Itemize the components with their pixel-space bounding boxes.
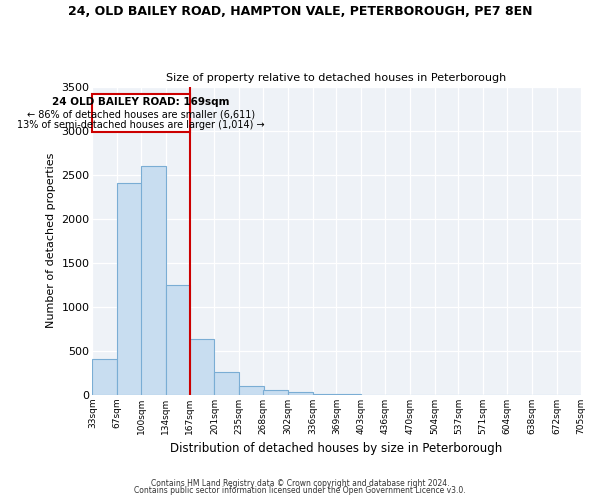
Bar [239, 386, 264, 394]
Bar [117, 184, 142, 394]
Bar [92, 94, 190, 132]
Title: Size of property relative to detached houses in Peterborough: Size of property relative to detached ho… [166, 73, 506, 83]
X-axis label: Distribution of detached houses by size in Peterborough: Distribution of detached houses by size … [170, 442, 503, 455]
Y-axis label: Number of detached properties: Number of detached properties [46, 153, 56, 328]
Bar [166, 284, 190, 395]
Text: ← 86% of detached houses are smaller (6,611): ← 86% of detached houses are smaller (6,… [27, 110, 255, 120]
Text: 13% of semi-detached houses are larger (1,014) →: 13% of semi-detached houses are larger (… [17, 120, 265, 130]
Text: 24, OLD BAILEY ROAD, HAMPTON VALE, PETERBOROUGH, PE7 8EN: 24, OLD BAILEY ROAD, HAMPTON VALE, PETER… [68, 5, 532, 18]
Bar [288, 392, 313, 394]
Bar [263, 390, 288, 394]
Text: 24 OLD BAILEY ROAD: 169sqm: 24 OLD BAILEY ROAD: 169sqm [52, 97, 230, 107]
Bar [141, 166, 166, 394]
Bar [190, 339, 214, 394]
Text: Contains public sector information licensed under the Open Government Licence v3: Contains public sector information licen… [134, 486, 466, 495]
Bar [92, 360, 117, 394]
Text: Contains HM Land Registry data © Crown copyright and database right 2024.: Contains HM Land Registry data © Crown c… [151, 478, 449, 488]
Bar [214, 372, 239, 394]
